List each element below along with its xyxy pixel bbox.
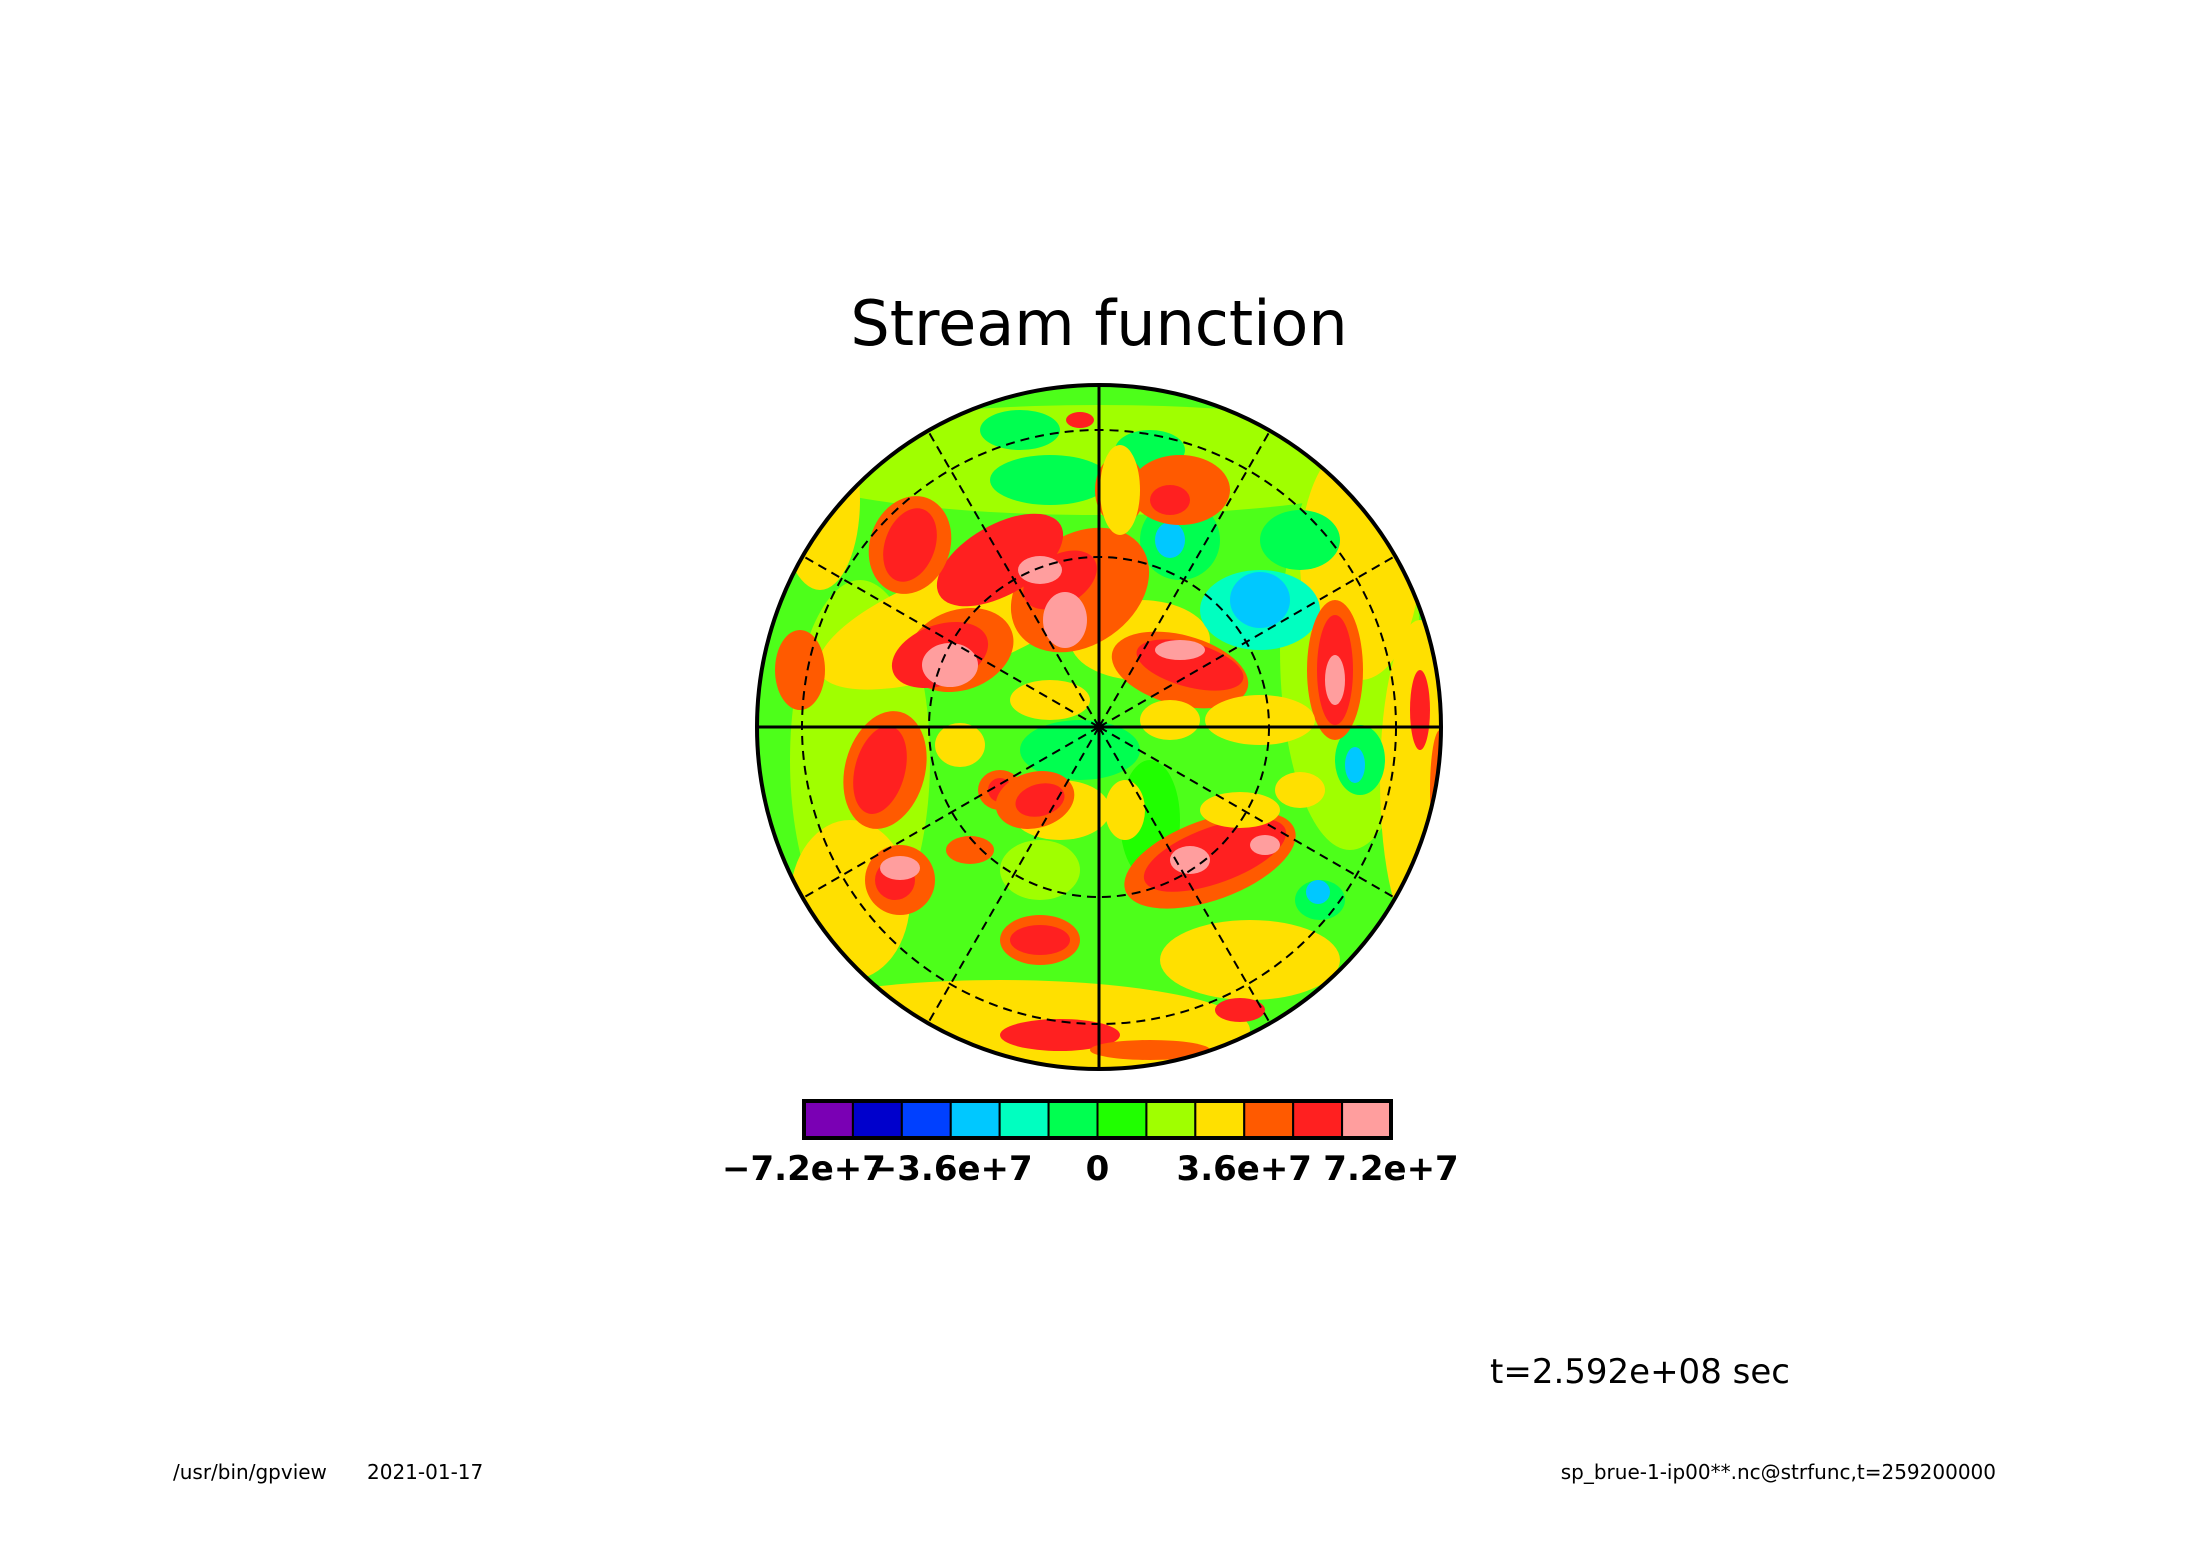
field-blob-62 — [1090, 1040, 1210, 1060]
colorbar-swatch-1 — [851, 1100, 903, 1139]
field-blob-40 — [1155, 640, 1205, 660]
field-blob-25 — [1345, 747, 1365, 783]
colorbar: −7.2e+7−3.6e+7 0 3.6e+7 7.2e+7 — [722, 1099, 1459, 1189]
field-blob-55 — [880, 856, 920, 880]
field-blob-17 — [990, 455, 1110, 505]
colorbar-tick-label-0: −7.2e+7 — [722, 1149, 886, 1189]
field-blob-49 — [1010, 925, 1070, 955]
field-blob-42 — [1143, 818, 1287, 892]
field-blob-43 — [1170, 846, 1210, 874]
field-blob-75 — [946, 836, 994, 864]
field-blob-26 — [1306, 880, 1330, 904]
field-blob-67 — [1200, 792, 1280, 828]
field-blob-52 — [1066, 412, 1094, 428]
field-blob-16 — [1260, 510, 1340, 570]
field-blob-22 — [980, 410, 1060, 450]
field-blob-23 — [1155, 522, 1185, 558]
grid-lines — [757, 385, 1441, 1069]
field-blob-54 — [1150, 485, 1190, 515]
field-blob-68 — [1275, 772, 1325, 808]
field-blob-6 — [780, 410, 860, 590]
colorbar-swatch-11 — [1341, 1100, 1393, 1139]
field-blob-69 — [1010, 680, 1090, 720]
field-blob-18 — [1020, 720, 1140, 780]
field-blob-77 — [1100, 445, 1140, 535]
colorbar-swatch-2 — [900, 1100, 952, 1139]
field-blob-57 — [1043, 592, 1087, 648]
time-label: t=2.592e+08 sec — [1490, 1352, 1790, 1392]
colorbar-tick-label-1: −3.6e+7 — [869, 1149, 1033, 1189]
meridian-240 — [927, 726, 1100, 1024]
field-blob-24 — [1230, 572, 1290, 628]
field-blob-61 — [1215, 998, 1265, 1022]
colorbar-frame — [802, 1099, 1393, 1140]
chart-title: Stream function — [850, 287, 1347, 360]
meridian-330 — [1098, 726, 1396, 899]
colorbar-swatch-6 — [1096, 1100, 1148, 1139]
footer-program: /usr/bin/gpview — [173, 1460, 327, 1484]
field-blob-47 — [1325, 655, 1345, 705]
field-blob-59 — [775, 630, 825, 710]
field-blob-58 — [1018, 556, 1062, 584]
colorbar-swatch-9 — [1243, 1100, 1295, 1139]
field-blob-33 — [883, 508, 937, 582]
disc-outline — [755, 383, 1443, 1071]
latitude-circle-0 — [928, 556, 1270, 898]
colorbar-swatch-8 — [1194, 1100, 1246, 1139]
field-blob-44 — [1250, 835, 1280, 855]
field-blob-76 — [1105, 780, 1145, 840]
field-blob-28 — [936, 513, 1064, 607]
field-blob-3 — [757, 980, 1250, 1069]
footer-date: 2021-01-17 — [367, 1460, 483, 1484]
polar-field-plot — [755, 383, 1443, 1071]
field-blob-60 — [1000, 1019, 1120, 1051]
colorbar-swatch-0 — [803, 1100, 854, 1139]
field-blob-70 — [935, 723, 985, 767]
meridian-300 — [1098, 726, 1271, 1024]
field-blob-35 — [853, 726, 907, 814]
colorbar-swatch-3 — [949, 1100, 1001, 1139]
footer-source: sp_brue-1-ip00**.nc@strfunc,t=259200000 — [1561, 1460, 1996, 1484]
colorbar-swatch-4 — [998, 1100, 1050, 1139]
latitude-circle-1 — [801, 429, 1397, 1025]
colorbar-swatch-7 — [1145, 1100, 1197, 1139]
colorbar-tick-label-2: 0 — [1086, 1149, 1110, 1189]
colorbar-swatch-10 — [1292, 1100, 1344, 1139]
colorbar-swatch-5 — [1047, 1100, 1099, 1139]
meridian-210 — [802, 726, 1100, 899]
colorbar-tick-label-4: 7.2e+7 — [1323, 1149, 1458, 1189]
field-blob-12 — [1000, 840, 1080, 900]
field-blob-9 — [1160, 920, 1340, 1000]
field-blob-66 — [1140, 700, 1200, 740]
colorbar-tick-label-3: 3.6e+7 — [1177, 1149, 1312, 1189]
field-blob-63 — [1410, 670, 1430, 750]
field-blob-65 — [1205, 695, 1315, 745]
field-blob-56 — [922, 643, 978, 687]
